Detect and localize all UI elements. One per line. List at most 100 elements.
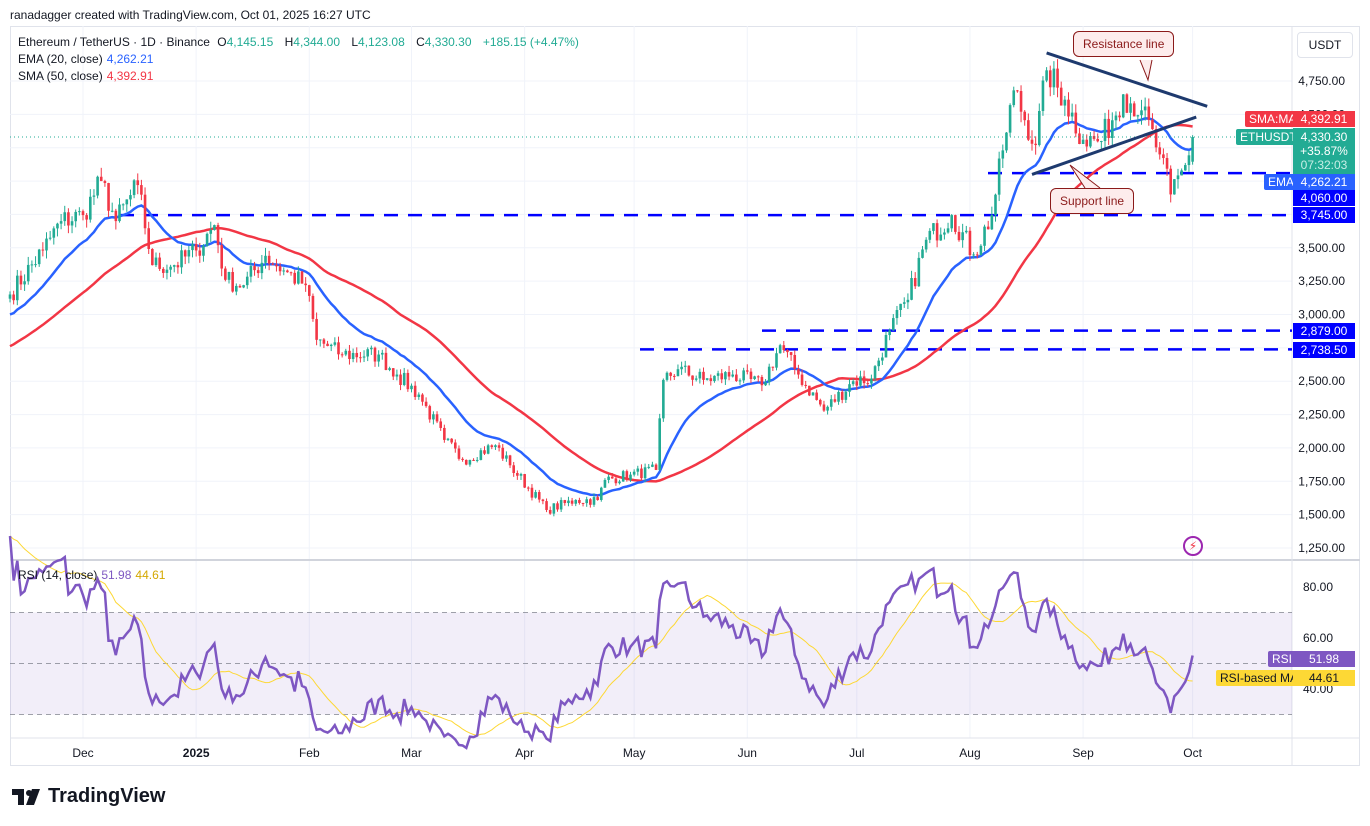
candle-body — [939, 234, 943, 241]
candle-body — [508, 455, 512, 466]
candle-body — [829, 399, 833, 407]
candle-body — [67, 212, 70, 226]
candle-body — [1162, 154, 1165, 159]
candle-body — [519, 474, 523, 476]
lightning-icon[interactable]: ⚡ — [1183, 536, 1203, 556]
candle-body — [756, 376, 760, 378]
candle-body — [552, 503, 556, 514]
candle-body — [162, 268, 165, 273]
price-tick-label: 1,250.00 — [1298, 541, 1345, 555]
candle-body — [249, 266, 253, 277]
candle-body — [629, 474, 632, 480]
candle-body — [410, 385, 413, 390]
candle-body — [464, 459, 468, 465]
time-tick-label: 2025 — [183, 746, 210, 760]
candle-body — [34, 264, 37, 266]
candle-body — [943, 232, 946, 235]
candle-body — [125, 199, 129, 205]
candle-body — [377, 354, 380, 362]
candle-body — [1063, 99, 1067, 106]
candle-body — [289, 272, 293, 274]
candle-body — [676, 369, 680, 377]
candle-body — [16, 275, 19, 301]
time-tick-label: Mar — [401, 746, 422, 760]
candle-body — [169, 266, 172, 270]
candle-body — [1158, 147, 1162, 155]
symbol-legend: Ethereum / TetherUS · 1D · Binance O4,14… — [18, 35, 583, 49]
candle-body — [731, 374, 734, 377]
candle-body — [1027, 120, 1030, 140]
candle-body — [337, 342, 340, 355]
candle-body — [304, 283, 307, 286]
symbol-name[interactable]: Ethereum / TetherUS · 1D · Binance — [18, 35, 210, 49]
resistance-line-callout[interactable]: Resistance line — [1073, 31, 1175, 57]
candle-body — [114, 210, 118, 222]
candle-body — [749, 371, 753, 380]
sma-value: 4,392.91 — [106, 69, 154, 83]
candle-body — [742, 370, 745, 381]
price-tick-label: 2,250.00 — [1298, 408, 1345, 422]
candle-body — [1184, 165, 1187, 171]
candle-body — [786, 350, 789, 353]
candle-body — [388, 368, 391, 370]
candle-body — [187, 250, 191, 257]
candle-body — [698, 371, 702, 379]
candle-body — [932, 223, 935, 231]
candle-body — [23, 281, 26, 285]
rsi-ma-value: 44.61 — [135, 568, 166, 582]
candle-body — [231, 272, 234, 292]
candle-body — [702, 371, 705, 380]
candle-body — [435, 414, 439, 422]
high-value: 4,344.00 — [293, 35, 341, 49]
candle-body — [428, 406, 432, 420]
candle-body — [26, 264, 30, 282]
tradingview-logo[interactable]: TradingView — [12, 785, 165, 808]
ema-price-tag: 4,262.21 — [1293, 174, 1355, 190]
candle-body — [975, 254, 979, 256]
candle-body — [716, 373, 720, 376]
candle-body — [1012, 90, 1016, 106]
candle-body — [954, 215, 957, 232]
candle-body — [370, 347, 373, 350]
candle-body — [1125, 94, 1129, 113]
candle-body — [640, 468, 643, 479]
candle-body — [965, 230, 968, 233]
open-value: 4,145.15 — [226, 35, 274, 49]
candle-body — [242, 285, 245, 288]
candle-body — [895, 310, 899, 319]
candle-body — [308, 285, 311, 296]
candle-body — [340, 354, 344, 356]
candle-body — [30, 264, 34, 266]
candle-body — [738, 380, 742, 382]
candle-body — [121, 204, 125, 206]
candle-body — [705, 378, 709, 380]
candle-body — [129, 195, 132, 200]
currency-unit-button[interactable]: USDT — [1297, 32, 1353, 58]
candle-body — [110, 210, 114, 212]
candle-body — [884, 335, 888, 358]
candle-body — [1114, 115, 1118, 121]
candle-body — [968, 230, 972, 256]
candle-body — [928, 230, 932, 240]
candle-body — [297, 271, 300, 284]
support-line-callout[interactable]: Support line — [1050, 188, 1135, 214]
candle-body — [151, 248, 154, 266]
candle-body — [877, 360, 880, 367]
candle-body — [994, 194, 997, 216]
candle-body — [48, 237, 52, 239]
candle-body — [322, 339, 326, 344]
candle-body — [910, 278, 913, 300]
candle-body — [808, 385, 811, 396]
candle-body — [764, 382, 767, 386]
candle-body — [654, 464, 658, 470]
rsi-legend[interactable]: RSI (14, close) 51.98 44.61 — [18, 568, 169, 582]
candle-body — [454, 442, 457, 449]
candle-body — [1023, 111, 1026, 121]
candle-body — [614, 478, 618, 484]
candle-body — [8, 294, 12, 299]
ema-legend[interactable]: EMA (20, close) 4,262.21 — [18, 52, 157, 66]
sma-legend[interactable]: SMA (50, close) 4,392.91 — [18, 69, 157, 83]
candle-body — [472, 459, 475, 461]
candle-body — [501, 447, 505, 459]
